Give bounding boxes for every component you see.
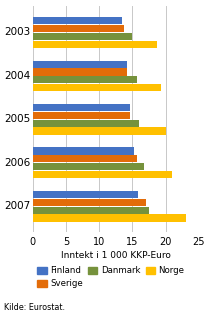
Bar (33, 61, 126, 68)
Bar (33, 214, 185, 222)
Bar (33, 33, 132, 40)
Bar (33, 120, 138, 127)
Bar (33, 155, 136, 162)
Bar (33, 207, 148, 214)
X-axis label: Inntekt i 1 000 KKP-Euro: Inntekt i 1 000 KKP-Euro (61, 252, 170, 260)
Bar (33, 191, 138, 198)
Bar (33, 41, 156, 48)
Bar (33, 76, 136, 83)
Bar (33, 112, 130, 119)
Text: Kilde: Eurostat.: Kilde: Eurostat. (4, 303, 65, 312)
Bar (33, 17, 122, 24)
Bar (33, 171, 171, 178)
Bar (33, 68, 126, 76)
Bar (33, 163, 144, 170)
Bar (33, 104, 130, 111)
Legend: Finland, Sverige, Danmark, Norge: Finland, Sverige, Danmark, Norge (37, 266, 184, 288)
Bar (33, 84, 160, 91)
Bar (33, 148, 134, 155)
Bar (33, 127, 165, 135)
Bar (33, 25, 123, 32)
Bar (33, 199, 145, 206)
